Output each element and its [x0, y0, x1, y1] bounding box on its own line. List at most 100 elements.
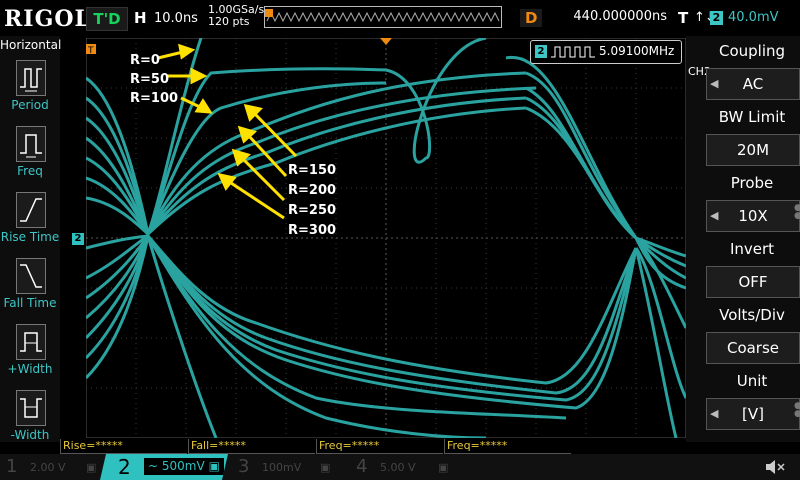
rise-time-label: Rise Time: [0, 230, 60, 244]
square-wave-icon: [551, 46, 595, 58]
delay-letter: D: [520, 9, 543, 27]
top-status-bar: RIGOL T'D H 10.0ns 1.00GSa/s 120 pts D 4…: [0, 0, 800, 36]
horizontal-scale[interactable]: 10.0ns: [154, 11, 198, 26]
fall-time-label: Fall Time: [3, 296, 57, 310]
measure-rise-time[interactable]: Rise Time: [0, 188, 60, 252]
bw-limit-value: 20M: [736, 141, 770, 159]
memory-position-bar[interactable]: [264, 6, 502, 28]
measurement-strip: Rise=***** Fall=***** Freq=***** Freq=**…: [60, 438, 686, 454]
memory-waveform-icon: [265, 9, 500, 23]
svg-text:T: T: [87, 46, 94, 56]
measure-freq[interactable]: Freq: [0, 122, 60, 186]
memory-depth: 120 pts: [208, 15, 250, 28]
ch3-status[interactable]: 3 100mV ▣: [232, 454, 344, 480]
ch2-bw-icon: ▣: [208, 459, 220, 473]
freq-label: Freq: [17, 164, 43, 178]
rise-time-icon: [16, 192, 46, 228]
positive-width-label: +Width: [7, 362, 53, 376]
frequency-value: 5.09100MHz: [599, 44, 675, 58]
channel-label: CH2: [688, 65, 711, 78]
frequency-readout: 2 5.09100MHz: [530, 40, 682, 64]
unit-scroll-dots-icon: ● ●: [794, 401, 800, 419]
sample-rate: 1.00GSa/s: [208, 3, 265, 16]
probe-scroll-dots-icon: ● ●: [794, 203, 800, 221]
positive-width-icon: [16, 324, 46, 360]
delay-value[interactable]: 440.000000ns: [573, 9, 667, 24]
period-icon: [16, 60, 46, 96]
probe-button[interactable]: 10X: [706, 200, 800, 232]
coupling-title: Coupling: [718, 42, 786, 60]
coupling-button[interactable]: AC: [706, 68, 800, 100]
rigol-logo: RIGOL: [4, 6, 91, 32]
invert-button[interactable]: OFF: [706, 266, 800, 298]
meas-rise[interactable]: Rise=*****: [60, 439, 187, 454]
unit-value: [V]: [742, 405, 764, 423]
ch2-status[interactable]: 2 ~ 500mV ▣: [100, 454, 228, 480]
fall-time-icon: [16, 258, 46, 294]
freq-icon: [16, 126, 46, 162]
probe-title: Probe: [730, 174, 774, 192]
negative-width-icon: [16, 390, 46, 426]
ch2-scale: ~ 500mV ▣: [144, 458, 224, 475]
ch1-scale: 2.00 V: [30, 461, 66, 474]
ch3-number: 3: [238, 456, 250, 477]
volts-div-button[interactable]: Coarse: [706, 332, 800, 364]
trigger-panel[interactable]: T ↑↓ 2 40.0mV: [676, 6, 798, 30]
trigger-letter: T: [678, 9, 689, 27]
coupling-value: AC: [742, 75, 764, 93]
invert-title: Invert: [729, 240, 775, 258]
label-r200: R=200: [288, 183, 336, 198]
volts-div-value: Coarse: [726, 339, 780, 357]
label-r250: R=250: [288, 203, 336, 218]
menu-title: Horizontal: [0, 38, 62, 52]
negative-width-label: -Width: [10, 428, 50, 442]
ch3-scale: 100mV: [262, 461, 302, 474]
bw-limit-button[interactable]: 20M: [706, 134, 800, 166]
bw-limit-title: BW Limit: [718, 108, 786, 126]
label-r150: R=150: [288, 163, 336, 178]
ch2-offset-marker[interactable]: 2: [72, 233, 84, 245]
trigger-delay-marker[interactable]: [380, 38, 392, 45]
ch4-scale: 5.00 V: [380, 461, 416, 474]
horizontal-letter: H: [134, 9, 147, 27]
ch1-status[interactable]: 1 2.00 V ▣: [0, 454, 100, 480]
annotation-arrows: [157, 43, 298, 220]
meas-freq-1[interactable]: Freq=*****: [316, 439, 443, 454]
meas-freq-2[interactable]: Freq=*****: [444, 439, 571, 454]
horizontal-measure-menu: Horizontal Period Freq Rise Time Fall Ti…: [0, 36, 62, 442]
measure-negative-width[interactable]: -Width: [0, 386, 60, 450]
sample-rate-info: 1.00GSa/s 120 pts: [208, 4, 264, 28]
ch1-number: 1: [6, 456, 18, 477]
ch4-status[interactable]: 4 5.00 V ▣: [350, 454, 462, 480]
ch4-bw-icon: ▣: [438, 461, 449, 474]
probe-value: 10X: [738, 207, 768, 225]
unit-left-arrow-icon: ◀: [710, 407, 719, 420]
period-label: Period: [11, 98, 49, 112]
measure-positive-width[interactable]: +Width: [0, 320, 60, 384]
unit-button[interactable]: [V]: [706, 398, 800, 430]
trigger-level: 40.0mV: [728, 10, 779, 25]
ch2-traces: [86, 38, 686, 438]
channel-bar: 1 2.00 V ▣ 2 ~ 500mV ▣ 3 100mV ▣ 4 5.00 …: [0, 454, 800, 480]
meas-fall[interactable]: Fall=*****: [188, 439, 315, 454]
probe-left-arrow-icon: ◀: [710, 209, 719, 222]
channel-menu: CH2 Coupling AC ◀ BW Limit 20M Probe 10X…: [686, 36, 800, 442]
speaker-muted-icon[interactable]: [764, 457, 788, 477]
trigger-channel-badge: 2: [710, 11, 723, 25]
ch2-number: 2: [118, 455, 131, 479]
ch3-bw-icon: ▣: [320, 461, 331, 474]
freq-channel-badge: 2: [535, 45, 547, 58]
volts-div-title: Volts/Div: [719, 306, 785, 324]
waveform-display[interactable]: R=0 R=50 R=100 R=150 R=200 R=250 R=300 T: [86, 38, 686, 438]
ch1-bw-icon: ▣: [86, 461, 97, 474]
label-r100: R=100: [130, 91, 178, 106]
measure-fall-time[interactable]: Fall Time: [0, 254, 60, 318]
trigger-position-marker[interactable]: T: [86, 44, 96, 56]
annotation-labels: R=0 R=50 R=100 R=150 R=200 R=250 R=300: [130, 53, 336, 238]
invert-value: OFF: [738, 273, 768, 291]
ch4-number: 4: [356, 456, 368, 477]
trigger-status: T'D: [86, 7, 128, 31]
label-r300: R=300: [288, 223, 336, 238]
measure-period[interactable]: Period: [0, 56, 60, 120]
unit-title: Unit: [736, 372, 768, 390]
